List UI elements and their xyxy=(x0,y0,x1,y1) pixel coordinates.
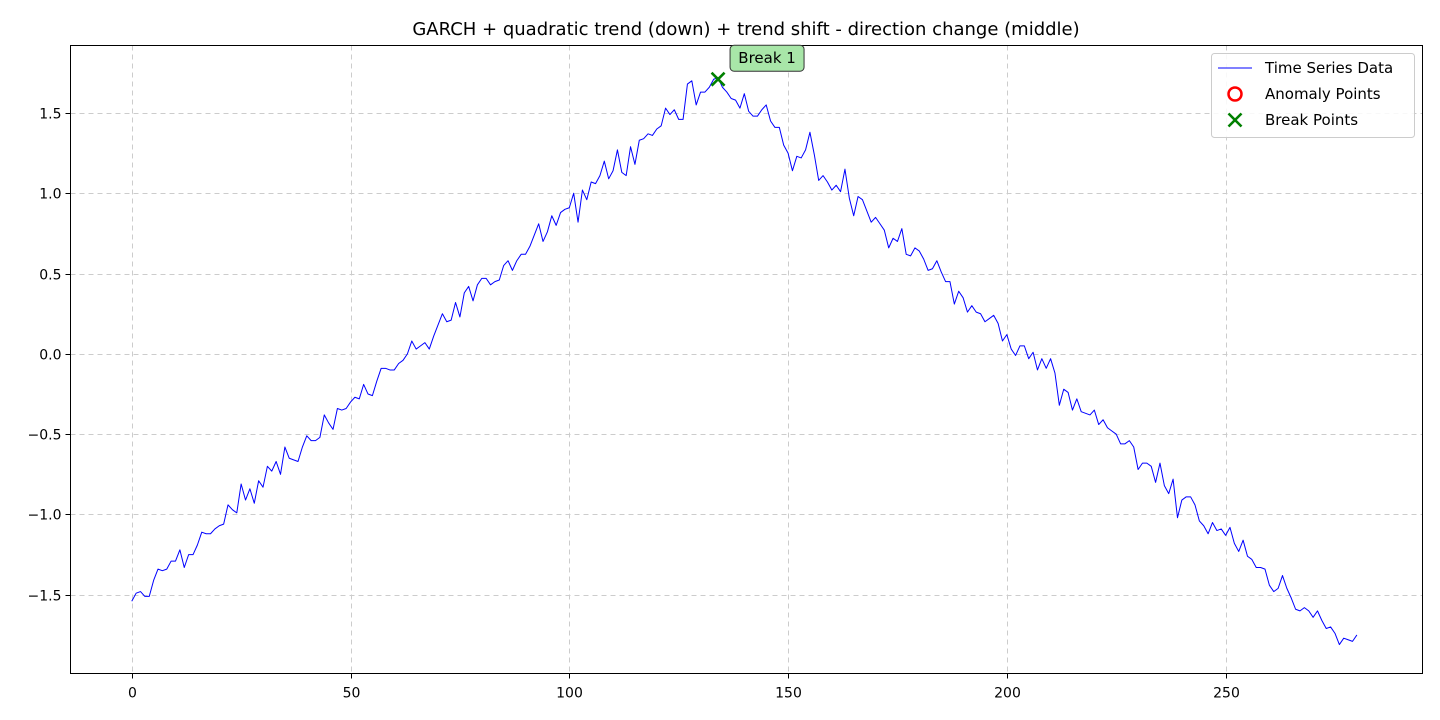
y-tick-label: −0.5 xyxy=(28,428,62,444)
legend-x-swatch xyxy=(1227,112,1243,128)
legend: Time Series Data Anomaly Points Break Poin… xyxy=(1211,53,1415,138)
break-annotation-label: Break 1 xyxy=(738,49,796,67)
x-tick-label: 200 xyxy=(994,686,1021,702)
y-tick-label: 0.0 xyxy=(39,348,61,364)
legend-label: Anomaly Points xyxy=(1265,85,1381,103)
y-tick-label: −1.5 xyxy=(28,589,62,605)
x-tick-label: 150 xyxy=(775,686,802,702)
grid xyxy=(70,45,1423,674)
x-tick-label: 50 xyxy=(343,686,361,702)
axis-ticks: 0 50 100 150 200 250 −1.5 −1.0 −0.5 0.0 0.5 1.0 1.5 xyxy=(28,107,1240,702)
annotation-layer: Break 1 xyxy=(729,44,805,72)
break-point xyxy=(710,71,726,87)
x-tick-label: 100 xyxy=(556,686,583,702)
marker-layer xyxy=(710,71,726,87)
series-layer xyxy=(131,77,1358,646)
legend-circle-swatch xyxy=(1227,86,1243,102)
y-tick-label: −1.0 xyxy=(28,508,62,524)
break-annotation-box xyxy=(729,44,805,72)
legend-label: Break Points xyxy=(1265,111,1358,129)
y-tick-label: 1.5 xyxy=(39,107,61,123)
series-line xyxy=(131,77,1358,646)
legend-label: Time Series Data xyxy=(1264,59,1393,77)
y-tick-label: 0.5 xyxy=(39,268,61,284)
y-tick-label: 1.0 xyxy=(39,187,61,203)
x-tick-label: 250 xyxy=(1213,686,1240,702)
legend-box xyxy=(1211,53,1415,138)
x-tick-label: 0 xyxy=(128,686,137,702)
chart-title: GARCH + quadratic trend (down) + trend s… xyxy=(412,19,1079,40)
